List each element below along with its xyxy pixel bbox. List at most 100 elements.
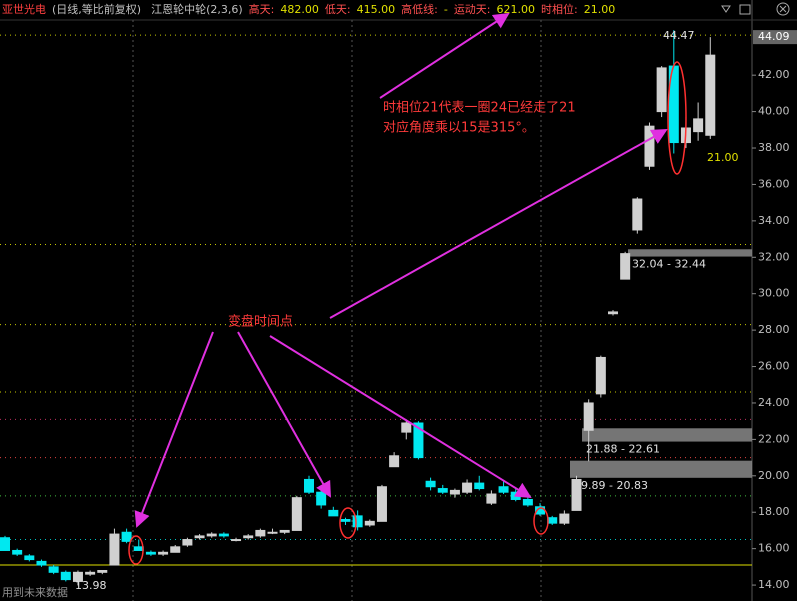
candle-body: [583, 402, 594, 431]
candle-body: [644, 125, 655, 167]
candle-body: [60, 571, 71, 581]
candle-body: [291, 497, 302, 531]
candle-body: [437, 488, 448, 493]
header-text: 482.00: [280, 3, 319, 16]
candle-body: [486, 493, 497, 504]
candle-body: [328, 509, 339, 517]
candle-body: [425, 480, 436, 488]
highlight-circle: [667, 61, 687, 175]
candle-body: [352, 515, 363, 528]
candle-body: [595, 356, 606, 395]
y-tick-label: 36.00: [758, 177, 790, 190]
candle-body: [72, 571, 83, 582]
candle-body: [279, 529, 290, 533]
y-tick-label: 32.00: [758, 250, 790, 263]
window-icons: [721, 2, 790, 16]
candle-body: [243, 535, 254, 539]
candle-body: [571, 478, 582, 511]
candle-body: [304, 478, 314, 493]
candle-body: [36, 560, 47, 566]
candle-body: [267, 531, 278, 534]
header-text: -: [444, 3, 448, 16]
candle-body: [632, 198, 643, 231]
y-tick-label: 38.00: [758, 141, 790, 154]
y-tick-label: 42.00: [758, 68, 790, 81]
candle-body: [121, 531, 132, 542]
header-text: (日线,等比前复权): [52, 2, 141, 16]
zone: [582, 428, 752, 442]
zone-label: 19.89 - 20.83: [574, 479, 648, 492]
candle-body: [608, 311, 618, 315]
arrow: [329, 129, 668, 319]
candle-body: [389, 455, 400, 468]
candle-body: [559, 513, 570, 524]
price-box: [753, 30, 797, 45]
candle-body: [255, 529, 266, 537]
highlight-circle: [339, 507, 357, 539]
header: 亚世光电 (日线,等比前复权) 江恩轮中轮(2,3,6) 高天: 482.00 低天: 41…: [2, 2, 615, 16]
candle-body: [0, 537, 10, 551]
candle-body: [85, 571, 96, 575]
y-tick-label: 20.00: [758, 469, 790, 482]
candle-body: [206, 533, 217, 537]
y-tick-label: 28.00: [758, 323, 790, 336]
candle-body: [705, 54, 716, 136]
candle-body: [316, 491, 327, 506]
header-text: 21.00: [584, 3, 616, 16]
y-tick-label: 18.00: [758, 505, 790, 518]
y-tick-label: 16.00: [758, 542, 790, 555]
candle-body: [620, 253, 631, 280]
arrow: [134, 331, 214, 528]
candle-body: [182, 539, 193, 546]
zone: [570, 460, 752, 478]
header-text: 亚世光电: [2, 2, 46, 16]
candle-body: [474, 482, 485, 490]
candle-body: [376, 486, 387, 522]
header-text: 运动天:: [454, 3, 491, 16]
highlight-circle: [533, 507, 549, 535]
y-tick-label: 24.00: [758, 396, 790, 409]
candle-body: [48, 566, 59, 573]
candle-body: [231, 539, 242, 542]
candle-body: [498, 486, 509, 493]
candle-body: [462, 482, 473, 493]
y-tick-label: 34.00: [758, 214, 790, 227]
candle-body: [133, 546, 144, 551]
zone: [628, 249, 752, 257]
candle-body: [145, 551, 156, 555]
header-text: 高天:: [249, 2, 275, 16]
candle-body: [449, 489, 460, 495]
header-text: 高低线:: [401, 2, 438, 16]
candle-body: [522, 498, 533, 506]
y-tick-label: 26.00: [758, 360, 790, 373]
high-label: 44.47: [663, 29, 695, 42]
candle-body: [340, 519, 351, 522]
candle-body: [97, 570, 108, 573]
candle-body: [656, 67, 667, 113]
candle-body: [218, 533, 229, 537]
candle-body: [693, 118, 704, 133]
price-label: 44.09: [758, 30, 790, 43]
candle-body: [12, 549, 23, 555]
arrow: [379, 12, 510, 99]
candle-body: [170, 546, 181, 553]
y-tick-label: 30.00: [758, 287, 790, 300]
y-tick-label: 22.00: [758, 432, 790, 445]
footer: 用到未来数据: [2, 585, 68, 599]
candle-body: [158, 551, 169, 555]
low-label: 13.98: [75, 579, 107, 592]
candle-body: [547, 517, 558, 524]
candle-body: [510, 491, 521, 500]
header-text: 时相位:: [541, 2, 578, 16]
header-text: 621.00: [497, 3, 536, 16]
header-text: 低天:: [325, 3, 351, 16]
candle-body: [24, 555, 35, 561]
candle-body: [194, 535, 205, 539]
annotation: 对应角度乘以15是315°。: [383, 120, 535, 136]
highlight-circle: [128, 535, 144, 565]
arrow: [237, 331, 331, 498]
header-text: 415.00: [357, 3, 396, 16]
annotation: 变盘时间点: [228, 314, 293, 330]
